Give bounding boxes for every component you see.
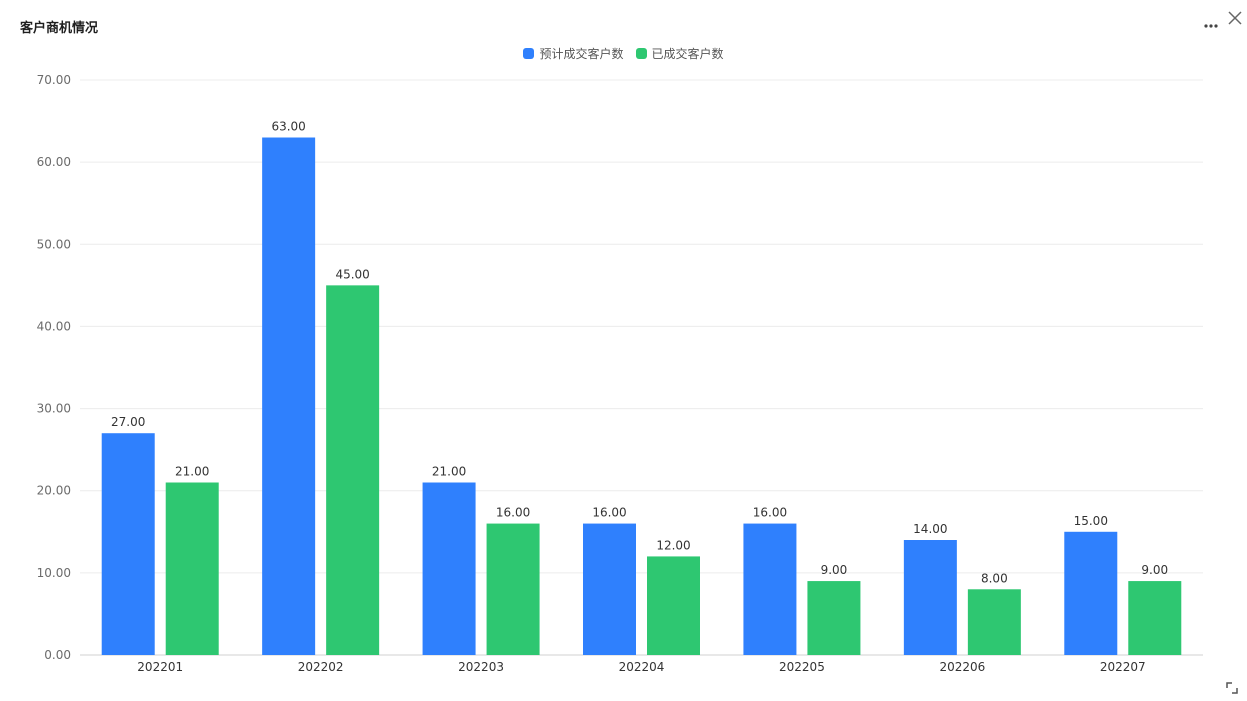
data-label: 21.00 [432,465,466,479]
expand-corner-icon[interactable] [1224,680,1240,696]
data-label: 16.00 [592,506,626,520]
bar [486,523,540,655]
y-tick-label: 0.00 [44,648,71,662]
bar [326,285,380,655]
y-tick-label: 10.00 [37,566,71,580]
data-label: 16.00 [753,506,787,520]
legend-item-series-1[interactable]: 已成交客户数 [635,45,724,62]
data-label: 12.00 [656,538,690,552]
data-label: 8.00 [981,571,1008,585]
x-tick-label: 202201 [137,660,183,674]
close-icon[interactable] [1226,9,1244,27]
x-tick-label: 202205 [779,660,825,674]
legend-label-series-1: 已成交客户数 [651,47,724,61]
more-dots-icon[interactable] [1202,16,1220,34]
bar [647,556,700,655]
x-tick-label: 202204 [619,660,665,674]
legend-swatch-series-1 [635,48,647,59]
bar [967,589,1021,655]
bar [807,581,861,655]
x-tick-label: 202203 [458,660,504,674]
legend-swatch-series-0 [523,48,535,59]
data-label: 63.00 [271,120,305,134]
data-label: 45.00 [335,267,369,281]
bar [1128,581,1182,655]
y-tick-label: 30.00 [37,402,71,416]
data-label: 16.00 [496,506,530,520]
data-label: 9.00 [821,563,848,577]
data-label: 27.00 [111,415,145,429]
bar [903,540,957,655]
y-tick-label: 20.00 [37,484,71,498]
bar [101,433,155,655]
bar [743,523,797,655]
y-tick-label: 60.00 [37,155,71,169]
data-label: 14.00 [913,522,947,536]
data-label: 9.00 [1141,563,1168,577]
chart-legend: 预计成交客户数 已成交客户数 [0,45,1247,62]
bar [262,137,316,655]
y-tick-label: 40.00 [37,319,71,333]
legend-label-series-0: 预计成交客户数 [539,47,624,61]
legend-item-series-0[interactable]: 预计成交客户数 [523,45,624,62]
bar [165,482,219,655]
data-label: 21.00 [175,465,209,479]
panel-title: 客户商机情况 [20,21,99,36]
bar [583,523,636,655]
bar [422,482,476,655]
bar [1064,531,1118,655]
y-tick-label: 50.00 [37,237,71,251]
x-tick-label: 202206 [939,660,985,674]
x-tick-label: 202207 [1100,660,1146,674]
x-tick-label: 202202 [298,660,344,674]
y-tick-label: 70.00 [37,73,71,87]
data-label: 15.00 [1074,514,1108,528]
